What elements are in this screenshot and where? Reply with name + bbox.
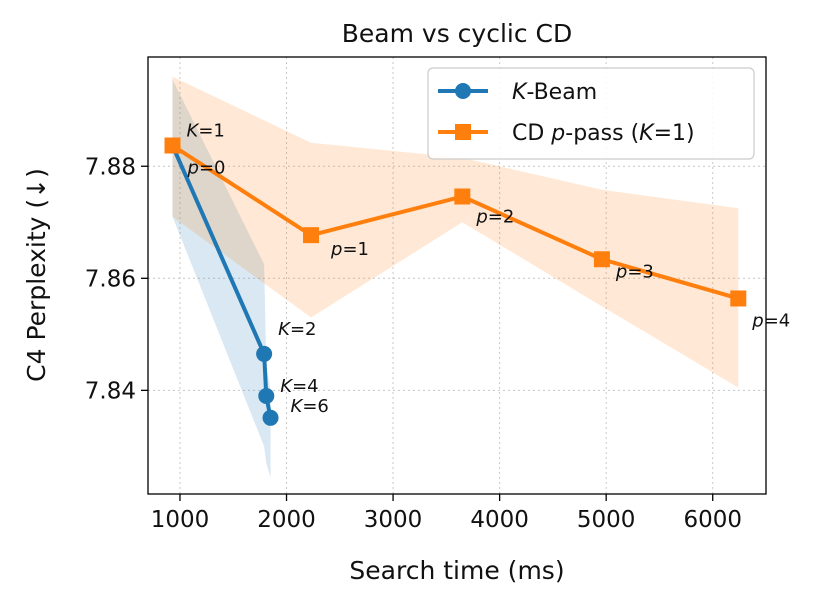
- plot-frame: [147, 56, 767, 495]
- data-label: K=2: [278, 319, 316, 340]
- legend: K-Beam CD p-pass (K=1): [427, 67, 755, 160]
- data-point: [262, 409, 279, 426]
- x-tick-label: 6000: [683, 507, 742, 533]
- legend-marker: [455, 124, 471, 140]
- data-point: [454, 188, 471, 205]
- x-tick-label: 1000: [151, 507, 210, 533]
- data-point: [256, 345, 273, 362]
- band-0: [172, 79, 271, 478]
- y-tick-label: 7.84: [85, 378, 136, 404]
- legend-box: [427, 67, 755, 160]
- series-markers: [164, 137, 747, 426]
- axis-ticks: 1000 2000 3000 4000 5000 6000 7.84 7.86 7.88: [85, 154, 742, 533]
- y-tick-label: 7.86: [85, 266, 136, 292]
- data-label: p=1: [330, 239, 369, 260]
- data-point: [593, 251, 610, 268]
- data-label: K=1: [187, 121, 225, 142]
- legend-entry: CD p-pass (K=1): [512, 121, 695, 146]
- y-axis-label: C4 Perplexity (↓): [22, 168, 51, 382]
- point-annotations: K=1 K=2 K=4K=6 p=0 p=1 p=2 p=3 p=4: [187, 121, 791, 417]
- y-tick-label: 7.88: [85, 154, 136, 180]
- x-tick-label: 3000: [364, 507, 423, 533]
- data-label: K=4: [280, 376, 318, 397]
- legend-marker: [455, 83, 471, 99]
- chart-title: Beam vs cyclic CD: [342, 19, 573, 48]
- x-tick-label: 4000: [470, 507, 529, 533]
- data-label: p=3: [615, 261, 654, 282]
- x-tick-label: 2000: [257, 507, 316, 533]
- data-label: p=0: [187, 158, 226, 179]
- data-point: [258, 387, 275, 404]
- data-label: p=4: [751, 310, 790, 331]
- data-point: [730, 290, 747, 307]
- series-line-0: [170, 143, 273, 420]
- data-label: p=2: [475, 207, 514, 228]
- legend-entry: K-Beam: [512, 80, 597, 105]
- band-1: [172, 76, 739, 388]
- confidence-bands: [172, 76, 739, 478]
- x-axis-label: Search time (ms): [349, 556, 564, 585]
- x-tick-label: 5000: [577, 507, 636, 533]
- data-label: K=6: [291, 396, 329, 417]
- data-point: [164, 137, 181, 154]
- data-point: [303, 227, 320, 244]
